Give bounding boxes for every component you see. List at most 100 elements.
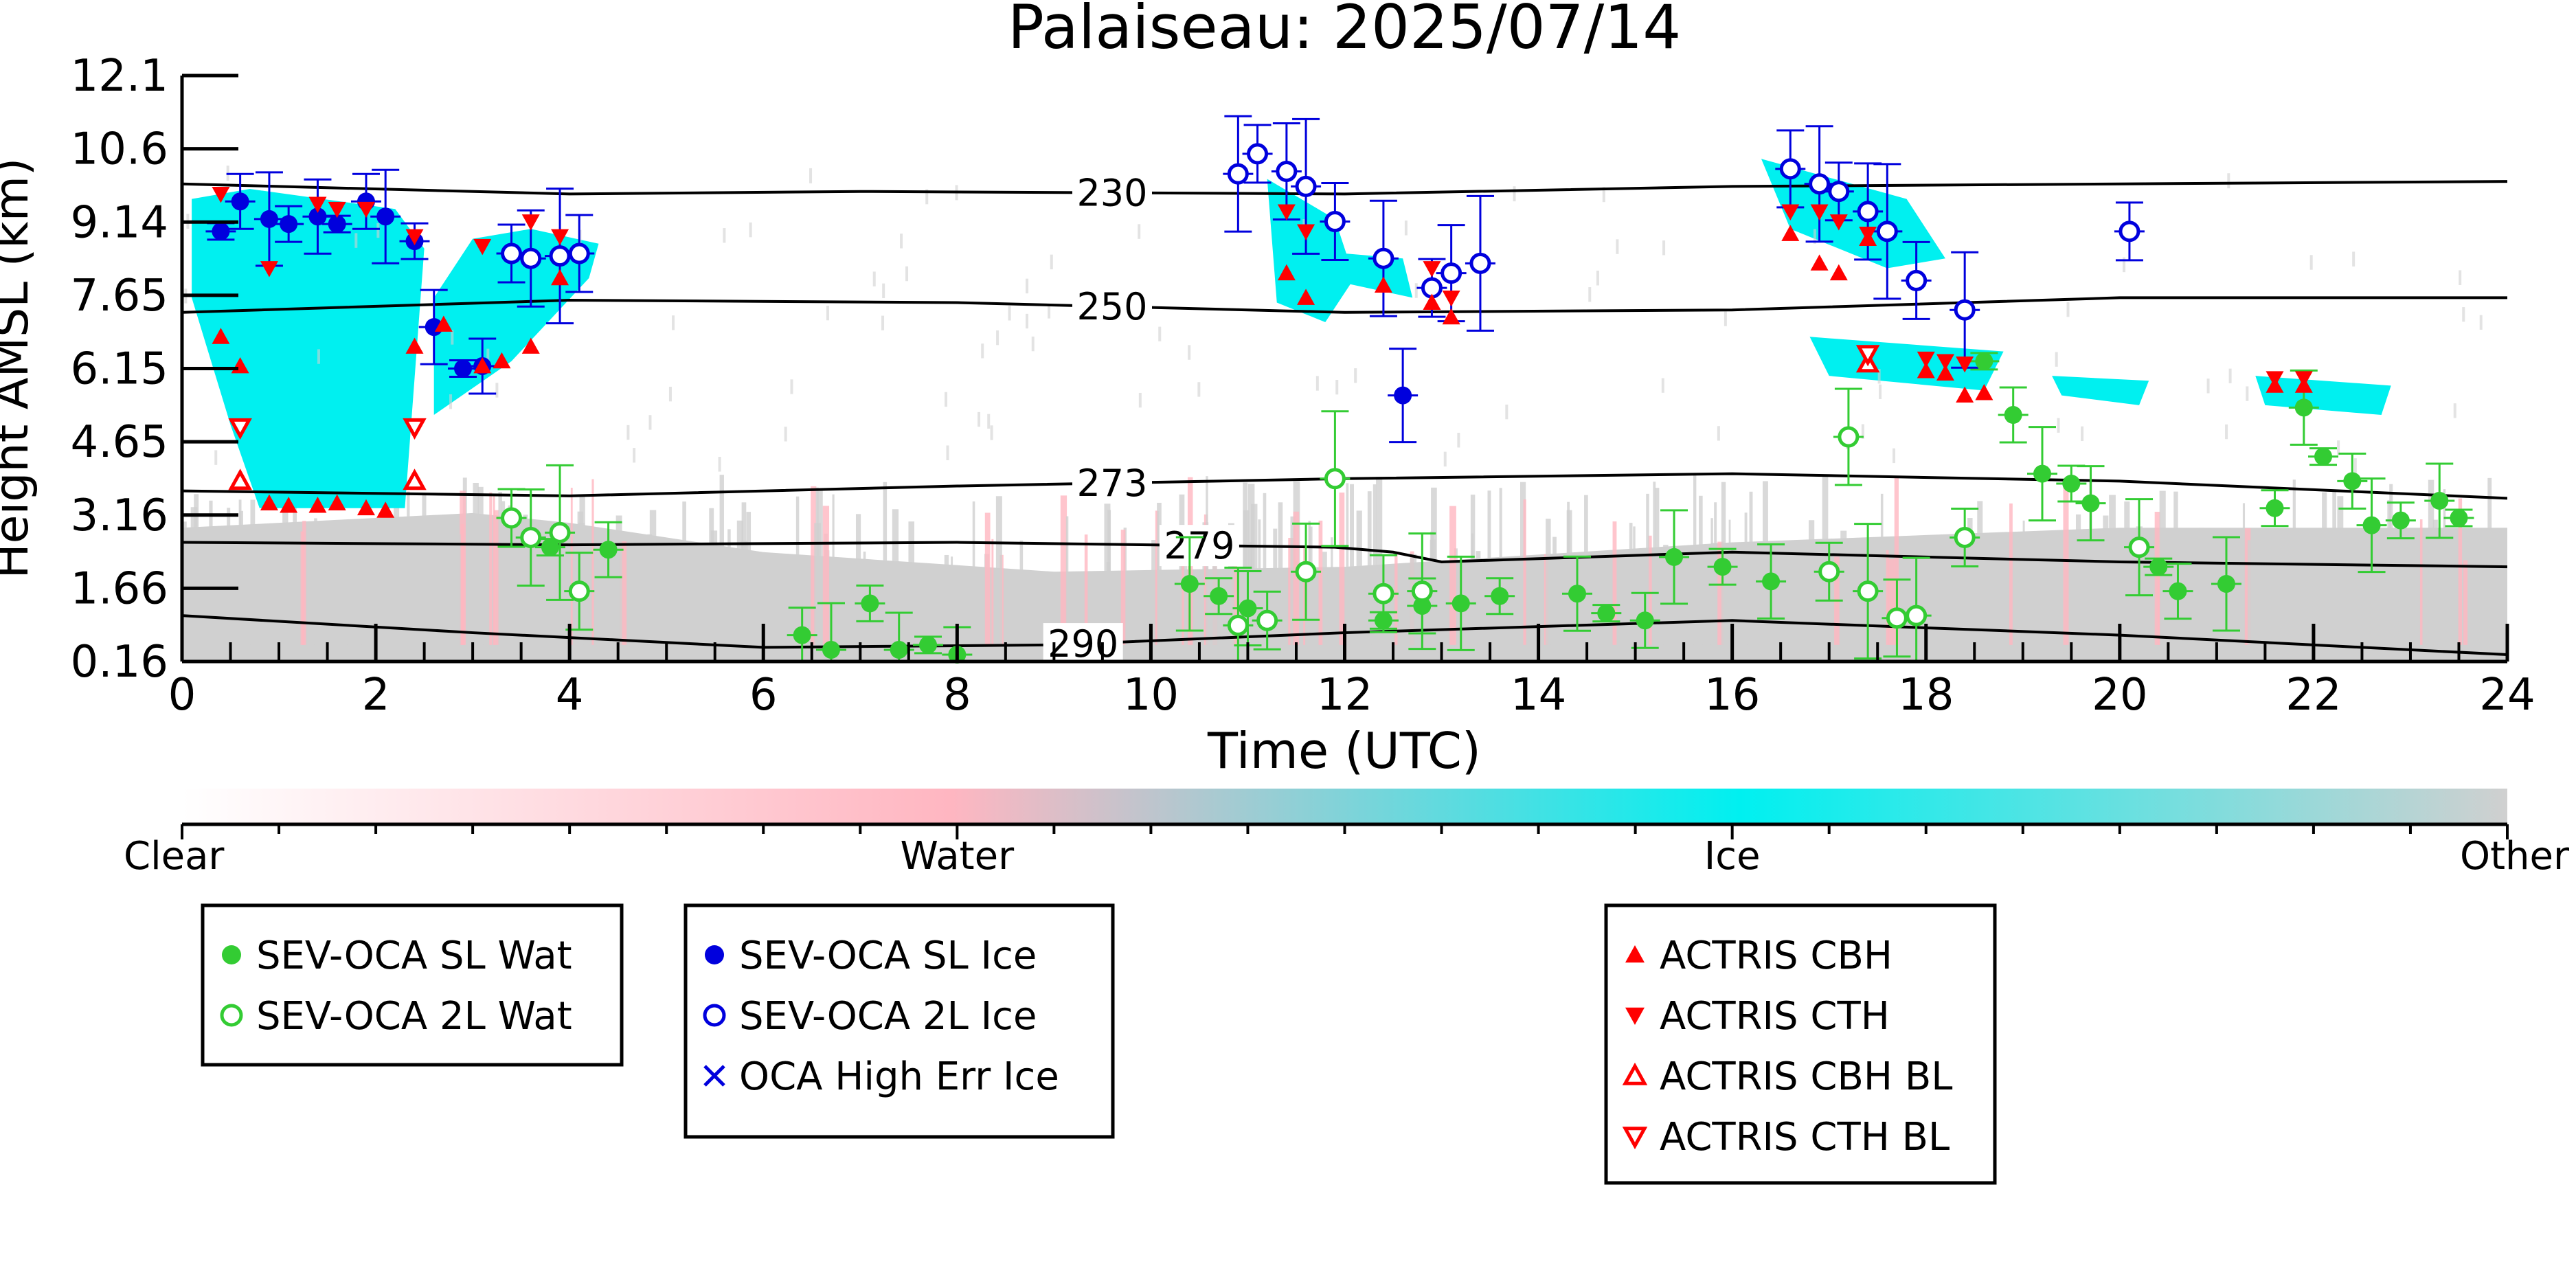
- other-streak: [1552, 536, 1557, 645]
- mask-speckle: [749, 222, 752, 238]
- plot-axes: 0 2 4 6 8 10 12 14 16 18 20 22 240.161.663.164.656.1…: [71, 51, 2535, 721]
- mask-speckle: [2337, 440, 2340, 455]
- mask-speckle: [1877, 369, 1881, 384]
- colorbar-label: Ice: [1704, 834, 1761, 879]
- contour-label-bg: [1043, 623, 1123, 665]
- x-tick-label: 4: [556, 670, 584, 721]
- data-point: [1906, 605, 1928, 626]
- mask-speckle: [633, 448, 636, 463]
- other-streak: [984, 512, 991, 645]
- data-point: [228, 468, 252, 490]
- x-tick-label: 16: [1704, 670, 1760, 721]
- other-streak: [1546, 519, 1551, 645]
- legend-marker: [1625, 1007, 1645, 1025]
- other-streak: [543, 552, 549, 645]
- data-point: [280, 215, 298, 234]
- other-streak: [1251, 504, 1258, 645]
- data-point: [599, 541, 618, 559]
- colorbar-gradient: [182, 789, 2507, 824]
- data-point: [2033, 464, 2051, 483]
- ice-cloud-region: [2052, 376, 2149, 405]
- mask-speckle: [1879, 384, 1882, 399]
- other-streak: [1339, 493, 1345, 645]
- data-point: [1809, 173, 1831, 195]
- data-point: [403, 418, 427, 440]
- other-streak: [2443, 552, 2447, 645]
- other-streak: [1840, 530, 1847, 645]
- other-streak: [477, 486, 484, 645]
- other-streak: [282, 474, 289, 645]
- other-streak: [314, 518, 317, 645]
- data-point: [2217, 574, 2235, 593]
- other-streak: [2124, 501, 2130, 645]
- other-streak: [1346, 483, 1349, 645]
- x-tick-label: 8: [943, 670, 971, 721]
- other-streak: [1738, 543, 1740, 645]
- data-point: [1936, 354, 1954, 370]
- legend-label: SEV-OCA SL Wat: [256, 934, 572, 978]
- mask-speckle: [1188, 345, 1191, 360]
- other-streak: [1699, 495, 1703, 645]
- other-streak: [756, 552, 762, 645]
- contour-label-bg: [1159, 525, 1239, 567]
- other-streak: [2230, 552, 2233, 645]
- legend-label: ACTRIS CBH BL: [1660, 1054, 1952, 1099]
- data-point: [376, 501, 395, 518]
- data-point: [308, 207, 327, 226]
- data-point: [1451, 594, 1470, 613]
- other-streak: [1612, 521, 1617, 645]
- mask-speckle: [905, 266, 909, 282]
- mask-speckle: [826, 305, 829, 321]
- other-streak: [1584, 495, 1588, 645]
- other-streak: [1728, 519, 1731, 645]
- other-streak: [570, 488, 573, 645]
- mask-speckle: [1008, 306, 1011, 321]
- data-point: [1597, 604, 1616, 622]
- mask-speckle: [2453, 403, 2456, 418]
- data-point: [1956, 386, 1974, 403]
- other-streak: [1293, 511, 1300, 645]
- data-point: [521, 337, 540, 354]
- data-point: [1277, 264, 1296, 281]
- mask-speckle: [790, 379, 793, 394]
- other-streak: [2322, 492, 2327, 645]
- y-tick-label: 10.6: [71, 124, 169, 175]
- mask-speckle: [2081, 426, 2084, 442]
- y-tick-label: 1.66: [71, 563, 169, 614]
- other-streak: [1350, 484, 1354, 645]
- x-tick-label: 6: [749, 670, 778, 721]
- other-streak: [457, 534, 461, 645]
- data-point: [2294, 398, 2313, 417]
- data-point: [212, 222, 230, 240]
- other-streak: [444, 552, 448, 645]
- mask-speckle: [981, 343, 984, 359]
- mask-speckle: [354, 233, 358, 248]
- data-point: [2430, 491, 2449, 510]
- data-point: [1917, 351, 1935, 368]
- other-streak: [2242, 503, 2246, 645]
- mask-speckle: [2246, 386, 2249, 401]
- mask-speckle: [1026, 278, 1029, 294]
- other-streak: [736, 520, 743, 645]
- mask-speckle: [648, 415, 652, 430]
- legend-marker: [222, 945, 241, 964]
- data-point: [1372, 247, 1394, 269]
- data-point: [1779, 158, 1801, 180]
- data-point: [1423, 293, 1441, 310]
- other-streak: [1996, 544, 2002, 645]
- other-streak: [1648, 535, 1652, 645]
- other-streak: [2458, 498, 2463, 645]
- other-streak: [615, 515, 622, 645]
- mask-speckle: [1813, 229, 1816, 244]
- data-point: [454, 359, 473, 378]
- other-streak: [394, 496, 400, 645]
- data-point: [2128, 536, 2150, 558]
- other-streak: [682, 501, 686, 645]
- ice-cloud-region: [1344, 253, 1413, 298]
- other-streak: [1367, 491, 1372, 645]
- mask-speckle: [718, 457, 721, 472]
- other-streak: [1633, 526, 1636, 645]
- data-point: [1180, 574, 1199, 593]
- other-streak: [1065, 516, 1069, 645]
